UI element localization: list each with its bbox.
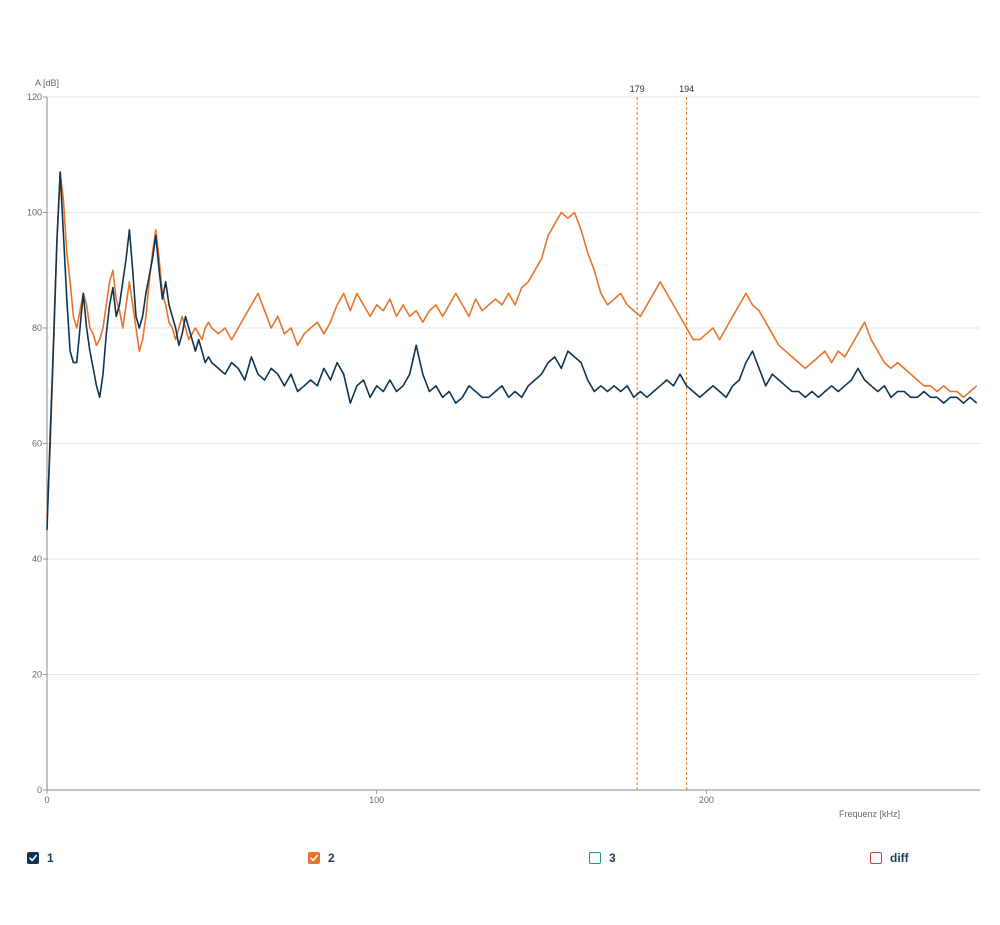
checkbox-icon[interactable] [308, 852, 320, 864]
series-line-1 [46, 171, 978, 531]
y-tick-label: 120 [27, 92, 42, 102]
legend-item-2[interactable]: 2 [308, 851, 335, 865]
x-tick-label: 200 [699, 795, 714, 805]
marker-label: 194 [679, 84, 694, 94]
legend-item-3[interactable]: 3 [589, 851, 616, 865]
x-tick-label: 0 [44, 795, 49, 805]
checkbox-icon[interactable] [589, 852, 601, 864]
y-tick-label: 0 [37, 785, 42, 795]
check-icon [29, 854, 37, 862]
legend-label: 3 [609, 851, 616, 865]
legend: 1 2 3 diff [0, 851, 1000, 871]
check-icon [310, 854, 318, 862]
legend-label: 2 [328, 851, 335, 865]
legend-item-1[interactable]: 1 [27, 851, 54, 865]
axes: 0 20 40 60 80 100 120 0 100 200 [27, 92, 980, 805]
y-tick-label: 40 [32, 554, 42, 564]
x-axis-title: Frequenz [kHz] [839, 809, 900, 819]
series-lines [46, 171, 978, 531]
checkbox-icon[interactable] [27, 852, 39, 864]
x-tick-label: 100 [369, 795, 384, 805]
legend-label: 1 [47, 851, 54, 865]
checkbox-icon[interactable] [870, 852, 882, 864]
legend-item-diff[interactable]: diff [870, 851, 909, 865]
y-tick-label: 80 [32, 323, 42, 333]
marker-label: 179 [630, 84, 645, 94]
y-tick-label: 100 [27, 208, 42, 218]
y-tick-label: 20 [32, 670, 42, 680]
y-tick-label: 60 [32, 439, 42, 449]
spectrum-chart: 0 20 40 60 80 100 120 0 100 200 179 194 A [dB] Fre… [27, 78, 980, 819]
y-axis-title: A [dB] [35, 78, 59, 88]
series-line-2 [46, 171, 978, 519]
frequency-markers: 179 194 [630, 84, 694, 790]
legend-label: diff [890, 851, 909, 865]
grid-lines [47, 96, 980, 675]
